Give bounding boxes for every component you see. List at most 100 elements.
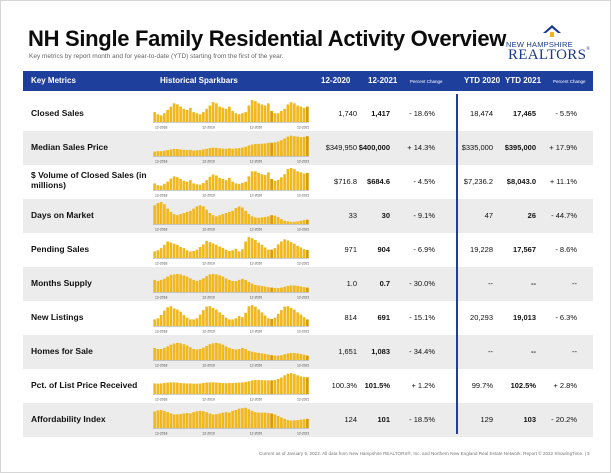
- sparkbar: [163, 347, 166, 360]
- sparkbar: [215, 382, 218, 394]
- sparkbar: [218, 312, 221, 326]
- sparkbar: [228, 177, 231, 190]
- sparkbar: [250, 283, 254, 292]
- sparkbar: [276, 179, 280, 190]
- sparkbar: [192, 112, 195, 122]
- sparkbar: [192, 383, 195, 394]
- sparkbar: [156, 318, 160, 326]
- sparkbar: [169, 306, 173, 326]
- sparkbar: [270, 249, 273, 258]
- sparkbar: [267, 413, 270, 428]
- value-month-prev: 1,651: [338, 347, 357, 356]
- sparkbar: [211, 343, 215, 360]
- sparkbar: [237, 408, 241, 428]
- sparkbar: [215, 147, 218, 156]
- sparkbar: [270, 111, 273, 122]
- sparkbar: [283, 375, 286, 394]
- sparkbar: [176, 244, 179, 258]
- sparkbar: [169, 382, 173, 394]
- sparkbar: [257, 285, 260, 292]
- value-month-prev: 1.0: [346, 279, 357, 288]
- sparkbar-tick-label: 12-2018: [155, 194, 168, 198]
- sparkbar: [231, 281, 234, 292]
- sparkbar: [260, 353, 264, 360]
- sparkbar: [257, 309, 260, 326]
- sparkbar: [293, 169, 296, 190]
- sparkbar: [234, 248, 238, 258]
- table-row: Affordability Index 12-2018 12-2019 12-2020…: [23, 403, 593, 437]
- sparkbar: [153, 151, 156, 156]
- sparkbar: [153, 112, 156, 122]
- sparkbar: [257, 242, 260, 258]
- value-pct-change-month: - 9.1%: [413, 211, 435, 220]
- sparkbar: [224, 346, 228, 360]
- sparkbar: [241, 113, 244, 122]
- sparkbar: [211, 382, 215, 394]
- sparkbar: [286, 136, 290, 156]
- table-row: Months Supply 12-2018 12-2019 12-2020 12-202…: [23, 267, 593, 301]
- sparkbar: [257, 412, 260, 428]
- sparkbar: [211, 174, 215, 190]
- sparkbar: [211, 414, 215, 428]
- sparkbar: [172, 274, 176, 292]
- sparkbar: [179, 383, 182, 394]
- sparkbar: [302, 107, 306, 122]
- sparkbar: [296, 420, 299, 428]
- sparkbar-tick-label: 12-2018: [155, 364, 168, 368]
- sparkbar: [156, 410, 160, 428]
- sparkbar: [250, 100, 254, 122]
- sparkbar: [182, 315, 186, 326]
- sparkbar: [221, 214, 225, 224]
- sparkbar: [153, 205, 156, 224]
- sparkbar: [228, 383, 231, 394]
- sparkbar: [263, 353, 267, 360]
- sparkbar: [267, 216, 270, 224]
- sparkbar: [231, 250, 234, 258]
- sparkbar: [169, 211, 173, 224]
- sparkbar: [286, 221, 290, 224]
- sparkbar: [205, 306, 208, 326]
- sparkbar: [276, 415, 280, 428]
- sparkbar: [182, 344, 186, 360]
- sparkbar: [202, 347, 205, 360]
- sparkbar: [296, 245, 299, 258]
- sparkbar: [244, 312, 247, 326]
- sparkbar: [267, 103, 270, 122]
- sparkbar: [286, 353, 290, 360]
- value-ytd-curr: 103: [523, 415, 536, 424]
- sparkbar: [224, 278, 228, 292]
- sparkbar: [302, 136, 306, 156]
- sparkbar: [163, 113, 166, 122]
- sparkbar: [289, 307, 293, 326]
- col-header-pct-change-ytd: Percent Change: [553, 79, 586, 84]
- sparkbar: [244, 146, 247, 156]
- sparkbar: [198, 383, 202, 394]
- sparkbar: [202, 206, 205, 224]
- sparkbar-tick-label: 12-2021: [297, 432, 309, 436]
- sparkbar: [289, 242, 293, 258]
- sparkbar: [172, 214, 176, 224]
- sparkbar-tick-label: 12-2021: [297, 398, 309, 402]
- sparkbar: [182, 149, 186, 156]
- sparkbar: [208, 176, 212, 190]
- sparkbar: [306, 219, 309, 224]
- sparkbar: [241, 278, 244, 292]
- sparkbar: [215, 244, 218, 258]
- value-pct-change-month: - 15.1%: [409, 313, 435, 322]
- sparkbar: [221, 276, 225, 292]
- value-month-curr: 1,417: [371, 109, 390, 118]
- sparkbar-tick-label: 12-2021: [297, 194, 309, 198]
- sparkbar: [234, 208, 238, 224]
- sparkbar: [156, 383, 160, 394]
- logo-line-2-text: REALTORS: [508, 47, 587, 63]
- metric-label: Median Sales Price: [31, 142, 109, 152]
- sparkbar: [273, 215, 277, 224]
- sparkbar: [228, 347, 231, 360]
- value-ytd-prev: --: [488, 347, 493, 356]
- sparkbar: [276, 379, 280, 394]
- sparkbar: [283, 306, 286, 326]
- sparkbar: [241, 317, 244, 326]
- sparkbar-tick-label: 12-2018: [155, 126, 168, 130]
- value-ytd-curr: 19,013: [513, 313, 536, 322]
- table-header: Key Metrics Historical Sparkbars 12-2020…: [23, 71, 593, 91]
